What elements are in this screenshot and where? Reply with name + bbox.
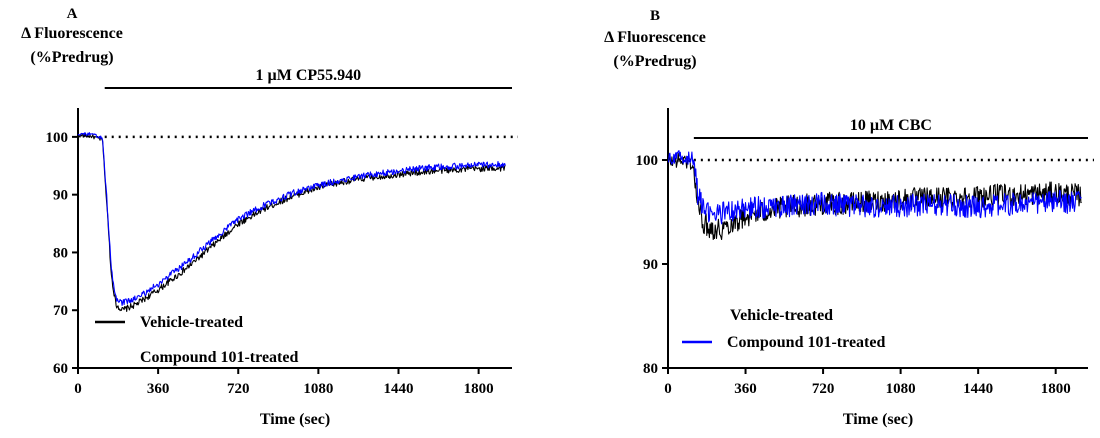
chart-b-svg: B Δ Fluorescence (%Predrug) 0 360 720 1080 1440… <box>604 8 1094 428</box>
chart-b-x-tick-label: 720 <box>812 381 835 397</box>
chart-b-x-tick-label: 1440 <box>963 381 993 397</box>
chart-a-x-tick-label: 1080 <box>303 381 333 397</box>
chart-a-drug-bar-label: 1 µM CP55.940 <box>256 67 362 84</box>
chart-a-ylabel-line-0: Δ Fluorescence <box>21 25 123 42</box>
chart-a-xlabel: Time (sec) <box>260 411 330 428</box>
chart-b-x-tick-label: 0 <box>664 381 672 397</box>
chart-b-x-tick-label: 1800 <box>1041 381 1071 397</box>
chart-a-x-tick-label: 1800 <box>464 381 494 397</box>
chart-panel-b: B Δ Fluorescence (%Predrug) 0 360 720 1080 1440… <box>570 0 1100 438</box>
chart-a-y-tick-label: 60 <box>53 361 68 377</box>
chart-b-x-tick-label: 1080 <box>886 381 916 397</box>
chart-a-series-vehicle-line <box>77 133 506 312</box>
chart-b-legend-label-0: Vehicle-treated <box>730 307 833 324</box>
chart-b-y-tick-label: 100 <box>636 153 659 169</box>
chart-a-y-tick-label: 90 <box>53 188 68 204</box>
chart-a-x-tick-label: 720 <box>227 381 250 397</box>
chart-panel-a: A Δ Fluorescence (%Predrug) 0 360 720 1080 1440… <box>0 0 540 438</box>
chart-b-panel-label: B <box>650 8 660 24</box>
chart-a-legend-label-0: Vehicle-treated <box>140 314 243 331</box>
chart-b-y-tick-label: 80 <box>643 361 658 377</box>
chart-a-legend-label-1: Compound 101-treated <box>140 349 298 366</box>
chart-b-xlabel: Time (sec) <box>843 411 913 428</box>
chart-a-y-tick-label: 70 <box>53 303 68 319</box>
chart-a-panel-label: A <box>67 6 78 22</box>
chart-b-x-tick-label: 360 <box>734 381 757 397</box>
chart-a-series-compound-101-line <box>77 132 506 306</box>
chart-a-x-tick-label: 360 <box>147 381 170 397</box>
chart-a-y-tick-label: 100 <box>46 130 69 146</box>
chart-a-x-tick-label: 0 <box>74 381 82 397</box>
chart-b-legend-label-1: Compound 101-treated <box>727 334 885 351</box>
chart-a-ylabel-line-1: (%Predrug) <box>30 49 113 66</box>
chart-b-series-compound-101-line <box>667 150 1082 225</box>
chart-a-x-tick-label: 1440 <box>383 381 413 397</box>
chart-b-ylabel-line-1: (%Predrug) <box>613 53 696 70</box>
chart-b-series-vehicle-line <box>667 153 1082 241</box>
chart-b-y-tick-label: 90 <box>643 257 658 273</box>
chart-a-y-tick-label: 80 <box>53 245 68 261</box>
chart-a-svg: A Δ Fluorescence (%Predrug) 0 360 720 1080 1440… <box>21 6 518 428</box>
chart-b-ylabel-line-0: Δ Fluorescence <box>604 29 706 46</box>
chart-b-drug-bar-label: 10 µM CBC <box>850 117 932 134</box>
